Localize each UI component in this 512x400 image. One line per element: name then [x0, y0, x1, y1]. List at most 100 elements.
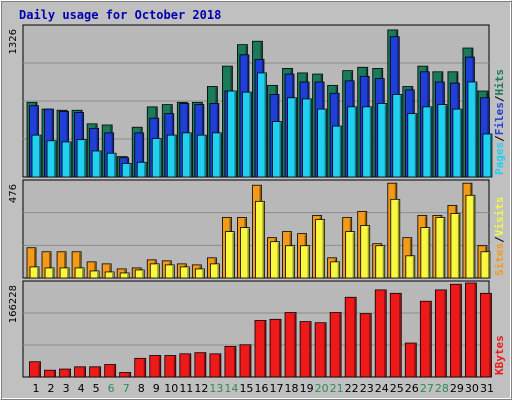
sites-bar	[149, 263, 160, 279]
pages-bar	[467, 81, 478, 178]
pages-bar	[151, 138, 162, 178]
panel-sites-visits: 476 Sites/Visits	[8, 179, 506, 279]
kbytes-bar	[74, 366, 86, 378]
panel-hits-files-pages: 1326 Pages/Files/Hits	[8, 24, 506, 178]
x-tick-label: 17	[270, 382, 284, 395]
x-tick-label: 3	[63, 382, 70, 395]
x-tick-label: 7	[123, 382, 130, 395]
sites-bar	[315, 219, 326, 279]
x-tick-label: 13	[209, 382, 223, 395]
sites-bar	[465, 194, 476, 279]
x-tick-label: 11	[179, 382, 193, 395]
kbytes-bar	[344, 296, 357, 378]
kbytes-bar	[104, 364, 117, 378]
legend-separator: /	[493, 95, 506, 102]
pages-bar	[242, 91, 252, 178]
chart-title: Daily usage for October 2018	[19, 8, 221, 22]
x-tick-label: 28	[435, 382, 449, 395]
x-tick-label: 27	[420, 382, 434, 395]
pages-bar	[452, 108, 463, 178]
panel-kbytes: 166228 KBytes	[8, 280, 506, 378]
sites-bar	[480, 251, 491, 279]
pages-bar	[287, 97, 297, 178]
pages-bar	[407, 113, 418, 178]
sites-bar	[194, 268, 205, 279]
x-tick-label: 31	[480, 382, 494, 395]
pages-bar	[317, 108, 328, 178]
pages-bar	[272, 121, 282, 178]
x-tick-label: 25	[390, 382, 404, 395]
kbytes-bar	[269, 318, 282, 378]
x-tick-label: 5	[93, 382, 100, 395]
sites-bar	[29, 266, 40, 279]
sites-bar	[59, 267, 70, 279]
sites-bar	[330, 261, 341, 279]
kbytes-bar	[465, 282, 477, 378]
y-max-label: 166228	[8, 285, 19, 323]
legend-item-sites: Sites	[493, 243, 506, 276]
x-tick-label: 26	[405, 382, 419, 395]
pages-bar	[121, 163, 132, 178]
pages-bar	[437, 104, 448, 178]
kbytes-bar	[134, 357, 147, 378]
sites-bar	[285, 245, 295, 279]
y-max-label: 476	[8, 184, 19, 203]
legend: KBytes	[493, 335, 506, 375]
kbytes-bar	[329, 312, 342, 378]
sites-bar	[240, 227, 250, 279]
x-tick-label: 24	[375, 382, 389, 395]
sites-bar	[375, 245, 386, 279]
kbytes-bar	[29, 361, 41, 378]
pages-bar	[482, 133, 493, 178]
kbytes-bar	[450, 283, 462, 378]
y-max-label: 1326	[8, 29, 19, 54]
pages-bar	[181, 132, 192, 178]
pages-bar	[196, 134, 207, 178]
pages-bar	[46, 140, 57, 178]
x-axis-day-labels: 1 2 3 4 5 6 7 8 9 10 11 12 13 14 15 16 17 18 19 20 21 22 23 24 2…	[33, 382, 494, 395]
pages-bar	[302, 98, 312, 178]
sites-bar	[179, 266, 190, 279]
sites-bar	[405, 255, 416, 279]
legend: Pages/Files/Hits	[493, 69, 506, 175]
sites-bar	[255, 200, 265, 279]
pages-bar	[227, 90, 237, 178]
x-tick-label: 18	[285, 382, 299, 395]
x-tick-label: 10	[164, 382, 178, 395]
pages-bar	[166, 134, 177, 178]
sites-bar	[209, 263, 220, 279]
kbytes-bar	[149, 355, 162, 378]
sites-bar	[89, 270, 100, 279]
sites-bar	[270, 241, 280, 279]
kbytes-bar	[480, 292, 492, 378]
kbytes-bar	[374, 289, 387, 378]
pages-bar	[136, 161, 147, 178]
sites-bar	[225, 231, 235, 279]
kbytes-bar	[59, 368, 71, 378]
legend-item-files: Files	[493, 102, 506, 135]
sites-bar	[435, 217, 446, 279]
pages-bar	[211, 132, 222, 178]
kbytes-bar	[299, 321, 312, 378]
kbytes-bar	[44, 369, 56, 378]
kbytes-bar	[179, 353, 192, 378]
pages-bar	[106, 152, 117, 178]
sites-bar	[300, 245, 310, 279]
sites-bar	[345, 231, 356, 279]
sites-bar	[360, 225, 371, 279]
kbytes-bar	[254, 320, 267, 378]
x-tick-label: 14	[224, 382, 238, 395]
kbytes-bar	[89, 366, 102, 378]
x-tick-label: 8	[138, 382, 145, 395]
kbytes-bar	[359, 313, 372, 378]
kbytes-bar	[434, 289, 447, 378]
x-tick-label: 20	[315, 382, 329, 395]
x-tick-label: 4	[78, 382, 85, 395]
kbytes-bar	[194, 352, 207, 378]
x-tick-label: 15	[239, 382, 253, 395]
chart-panels: 1326Pages/Files/Hits476Sites/Visits16622…	[8, 24, 506, 378]
x-tick-label: 23	[360, 382, 374, 395]
sites-bar	[164, 264, 175, 279]
kbytes-bar	[119, 372, 132, 378]
